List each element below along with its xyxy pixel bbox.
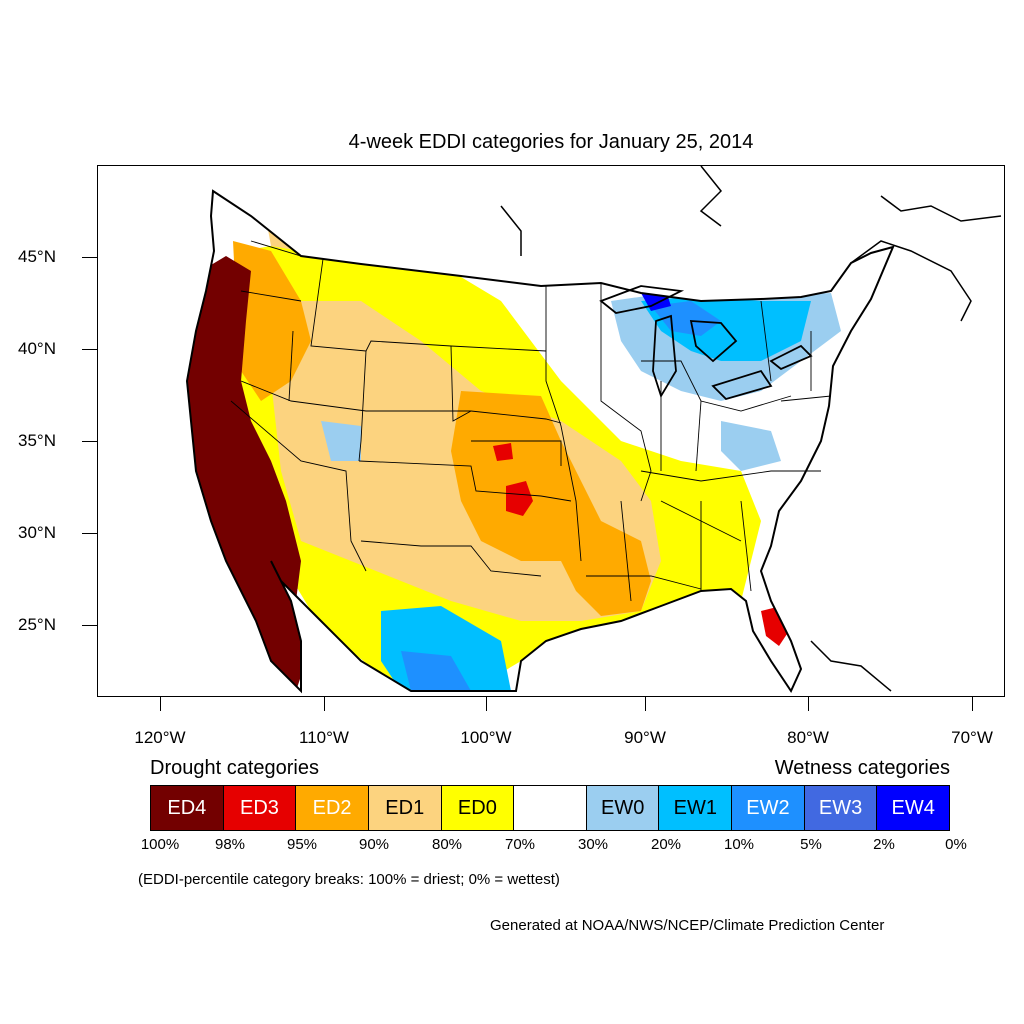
lon-label: 80°W [787,728,829,747]
lat-tick [82,349,97,350]
pct-break: 90% [358,836,390,853]
ew0-region [321,421,361,461]
ew0-region [721,421,781,471]
coastline [185,189,895,694]
state-boundaries [230,240,832,602]
pct-break: 20% [650,836,682,853]
pct-break: 0% [945,836,967,853]
pct-break: 70% [504,836,536,853]
legend-ed2: ED2 [296,786,369,830]
pct-break: 100% [140,836,180,853]
lat-label: 40°N [18,339,56,358]
lat-tick [82,625,97,626]
lon-label: 90°W [624,728,666,747]
lon-tick [808,697,809,711]
pct-break: 10% [723,836,755,853]
ew2-region [401,651,471,691]
pct-break: 95% [286,836,318,853]
lat-tick [82,533,97,534]
drought-heading: Drought categories [150,757,319,779]
lat-label: 25°N [18,615,56,634]
legend-ew2: EW2 [732,786,805,830]
legend-ew1: EW1 [659,786,733,830]
pct-break: 80% [431,836,463,853]
ed4-region [187,256,306,691]
map-title: 4-week EDDI categories for January 25, 2… [348,131,754,153]
legend-ew0: EW0 [586,786,660,830]
ed3-region [506,481,533,516]
pct-break: 2% [873,836,895,853]
legend-normal [514,786,587,830]
category-note: (EDDI-percentile category breaks: 100% =… [138,871,560,888]
map-panel [97,165,1005,697]
lat-tick [82,441,97,442]
lon-label: 120°W [134,728,186,747]
ew1-region [561,239,601,271]
legend-ed1: ED1 [368,786,442,830]
lon-tick [486,697,487,711]
pct-break: 98% [214,836,246,853]
lon-tick [160,697,161,711]
lon-tick [972,697,973,711]
credit-line: Generated at NOAA/NWS/NCEP/Climate Predi… [490,917,885,934]
legend-ed4: ED4 [151,786,224,830]
lat-label: 35°N [18,431,56,450]
lat-tick [82,257,97,258]
legend-ed0: ED0 [441,786,515,830]
lon-label: 100°W [460,728,512,747]
legend-ew3: EW3 [804,786,878,830]
lon-label: 70°W [951,728,993,747]
legend-bar: ED4 ED3 ED2 ED1 ED0 EW0 EW1 EW2 EW3 EW4 [150,785,950,831]
ew2-region [651,301,721,336]
ed4-region [456,213,506,276]
pct-break: 5% [800,836,822,853]
legend-ed3: ED3 [223,786,297,830]
lon-tick [324,697,325,711]
wetness-heading: Wetness categories [774,757,950,779]
lon-tick [645,697,646,711]
lat-label: 30°N [18,523,56,542]
lon-label: 110°W [299,728,349,747]
pct-break: 30% [577,836,609,853]
ed3-region [493,443,513,461]
great-lakes [599,285,813,401]
neighbor-outlines [500,166,1002,692]
lat-label: 45°N [18,247,56,266]
legend-ew4: EW4 [877,786,950,830]
eddi-map [185,166,1002,694]
